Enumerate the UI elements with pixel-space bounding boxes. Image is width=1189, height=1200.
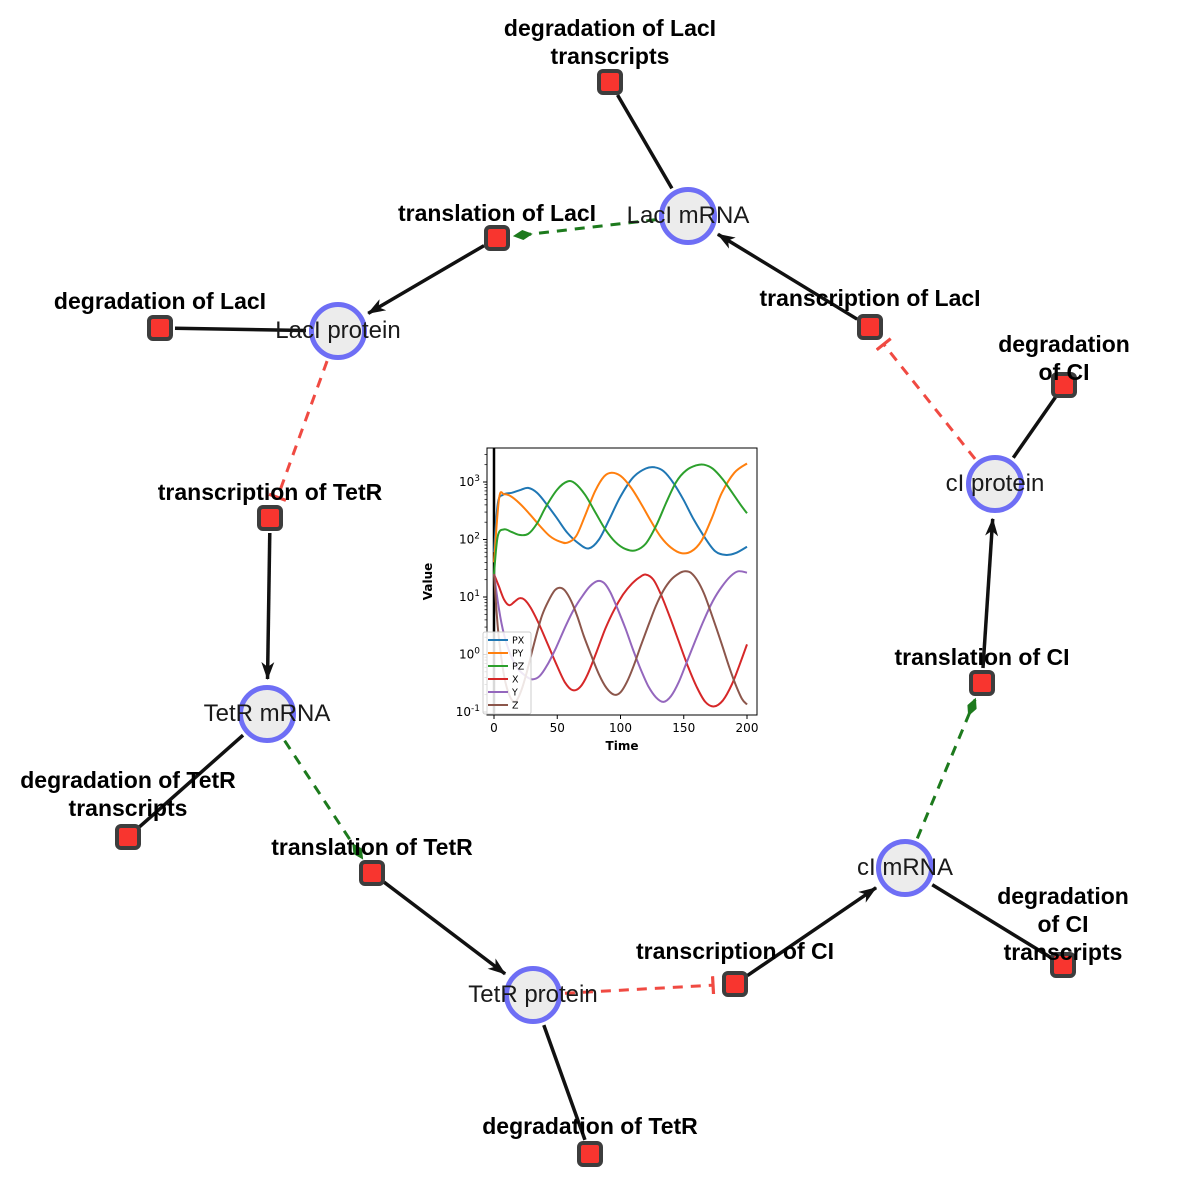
species-node-ci_mrna[interactable]	[876, 839, 934, 897]
edge-product-transl_laci-laci_protein	[367, 244, 485, 315]
reaction-node-deg_ci[interactable]	[1051, 372, 1077, 398]
y-tick-10e2: 102	[459, 532, 480, 547]
edge-product-transcr_tetr-tetr_mrna	[261, 532, 275, 681]
reaction-node-transcr_laci[interactable]	[857, 314, 883, 340]
y-tick-10e0: 100	[459, 647, 480, 662]
x-axis-title: Time	[606, 739, 639, 753]
reaction-node-transl_laci[interactable]	[484, 225, 510, 251]
edge-modifier-ci_mrna-transl_ci	[915, 697, 977, 840]
y-tick-10e3: 103	[459, 474, 480, 489]
y-tick-10e-1: 10-1	[456, 704, 480, 719]
legend-label-Y: Y	[511, 688, 518, 699]
edge-inhibitor-laci_protein-transcr_tetr	[268, 360, 329, 502]
x-tick-50: 50	[550, 721, 565, 735]
edge-reactant-tetr_protein-deg_tetr	[542, 1024, 587, 1141]
x-tick-0: 0	[490, 721, 498, 735]
reaction-node-deg_tetr_tr[interactable]	[115, 824, 141, 850]
y-axis-title: Value	[421, 563, 435, 601]
edge-modifier-tetr_mrna-transl_tetr	[283, 739, 364, 860]
y-tick-10e1: 101	[459, 589, 480, 604]
reaction-node-deg_laci[interactable]	[147, 315, 173, 341]
x-tick-100: 100	[609, 721, 632, 735]
simulation-chart: 0 50 100 150 20010-1100101102103TimeValuePXP…	[421, 447, 759, 753]
series-PY	[493, 462, 748, 563]
reaction-node-deg_ci_tr[interactable]	[1050, 952, 1076, 978]
edge-product-transl_tetr-tetr_protein	[382, 880, 507, 976]
x-tick-150: 150	[672, 721, 695, 735]
species-node-laci_protein[interactable]	[309, 302, 367, 360]
reaction-node-transcr_ci[interactable]	[722, 971, 748, 997]
legend-label-PY: PY	[512, 649, 524, 660]
species-node-ci_protein[interactable]	[966, 455, 1024, 513]
reaction-node-transl_tetr[interactable]	[359, 860, 385, 886]
legend-label-PZ: PZ	[512, 662, 525, 673]
edge-inhibitor-ci_protein-transcr_laci	[875, 337, 977, 460]
reaction-node-deg_tetr[interactable]	[577, 1141, 603, 1167]
edge-product-transl_ci-ci_protein	[981, 517, 999, 669]
edge-reactant-laci_mrna-deg_laci_tr	[616, 94, 674, 190]
reaction-node-deg_laci_tr[interactable]	[597, 69, 623, 95]
reaction-node-transl_ci[interactable]	[969, 670, 995, 696]
x-tick-200: 200	[736, 721, 759, 735]
edge-reactant-laci_protein-deg_laci	[174, 326, 307, 333]
species-node-tetr_protein[interactable]	[504, 966, 562, 1024]
species-node-tetr_mrna[interactable]	[238, 685, 296, 743]
legend-label-PX: PX	[512, 636, 525, 647]
edge-reactant-ci_mrna-deg_ci_tr	[931, 883, 1052, 959]
edge-modifier-laci_mrna-transl_laci	[512, 218, 657, 240]
series-PZ	[493, 463, 748, 575]
legend: PX PY PZ XYZ	[482, 631, 532, 715]
reaction-node-transcr_tetr[interactable]	[257, 505, 283, 531]
legend-label-X: X	[512, 675, 519, 686]
legend-label-Z: Z	[512, 701, 519, 712]
edge-product-transcr_laci-laci_mrna	[716, 232, 859, 321]
series-PX	[493, 466, 748, 556]
edge-product-transcr_ci-ci_mrna	[746, 886, 878, 977]
series-X	[493, 573, 748, 708]
edge-reactant-tetr_mrna-deg_tetr_tr	[138, 733, 245, 829]
species-node-laci_mrna[interactable]	[659, 187, 717, 245]
edge-reactant-ci_protein-deg_ci	[1011, 396, 1057, 459]
edge-inhibitor-tetr_protein-transcr_ci	[564, 976, 716, 995]
